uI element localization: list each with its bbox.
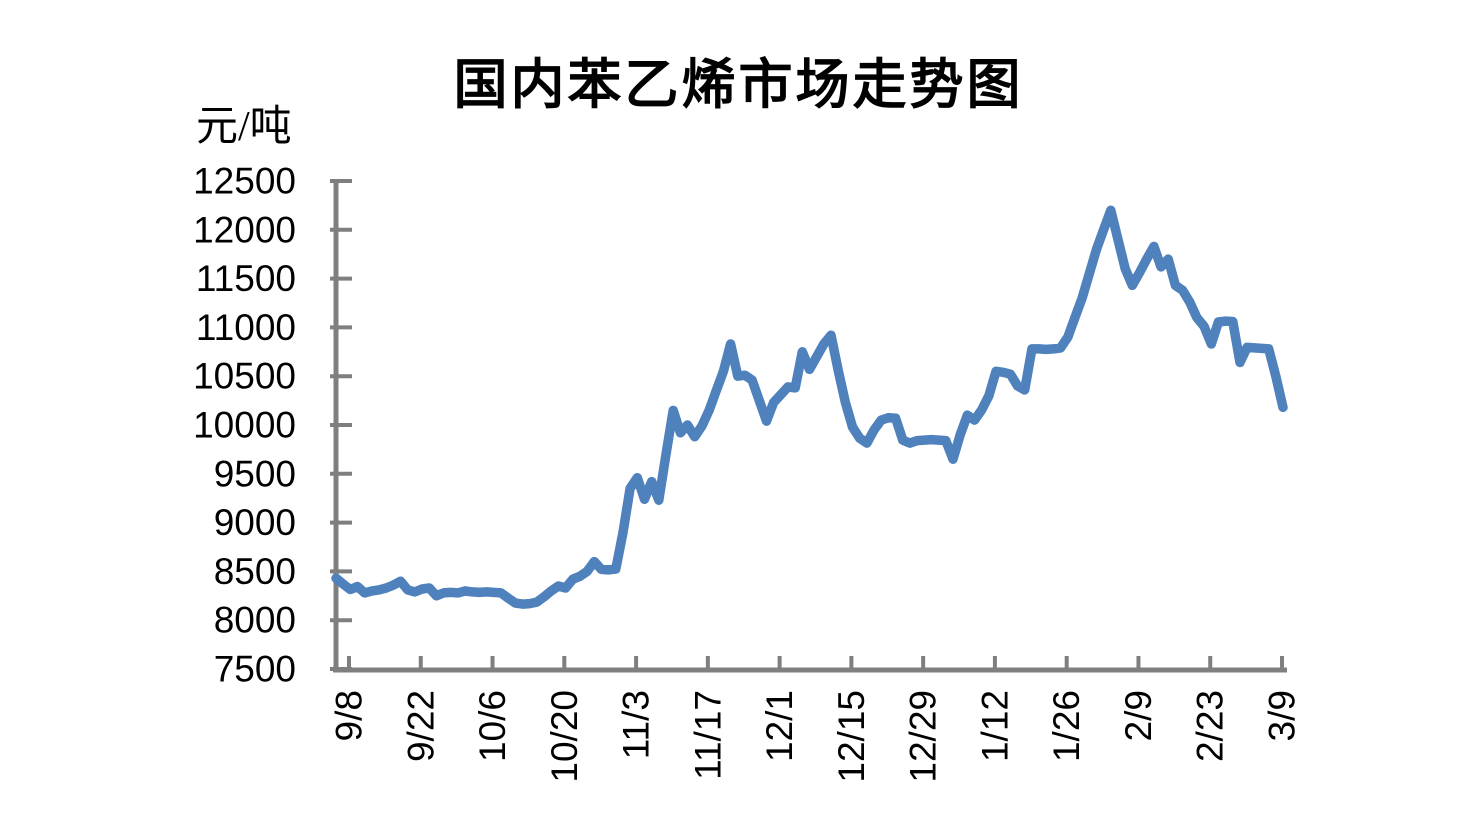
y-axis-unit-label: 元/吨 (196, 104, 292, 150)
x-tick-label: 1/26 (1046, 690, 1087, 762)
x-tick-label: 12/1 (759, 690, 800, 762)
x-tick-label: 2/9 (1118, 690, 1159, 741)
x-tick-label: 12/29 (903, 690, 944, 783)
y-tick-label: 8500 (214, 551, 296, 592)
x-tick-label: 11/17 (687, 690, 728, 780)
y-tick-label: 8000 (214, 600, 296, 641)
y-tick-label: 12500 (193, 161, 296, 202)
y-tick-label: 10500 (193, 356, 296, 397)
x-tick-label: 12/15 (831, 690, 872, 783)
y-tick-label: 11500 (196, 258, 296, 299)
x-tick-label: 10/20 (544, 690, 585, 783)
x-tick-label: 11/3 (616, 690, 657, 759)
x-tick-label: 2/23 (1190, 690, 1231, 762)
y-tick-label: 9500 (214, 453, 296, 494)
x-tick-label: 3/9 (1262, 690, 1303, 741)
y-tick-label: 7500 (214, 649, 296, 690)
x-tick-label: 9/8 (329, 690, 370, 741)
chart-title: 国内苯乙烯市场走势图 (453, 55, 1024, 115)
price-line (331, 205, 1288, 609)
y-tick-label: 10000 (193, 405, 296, 446)
y-tick-label: 11000 (196, 307, 296, 348)
x-tick-label: 1/12 (974, 690, 1015, 762)
y-tick-label: 9000 (214, 502, 296, 543)
y-tick-label: 12000 (193, 209, 296, 250)
x-tick-label: 10/6 (472, 690, 513, 762)
x-tick-label: 9/22 (400, 690, 441, 762)
